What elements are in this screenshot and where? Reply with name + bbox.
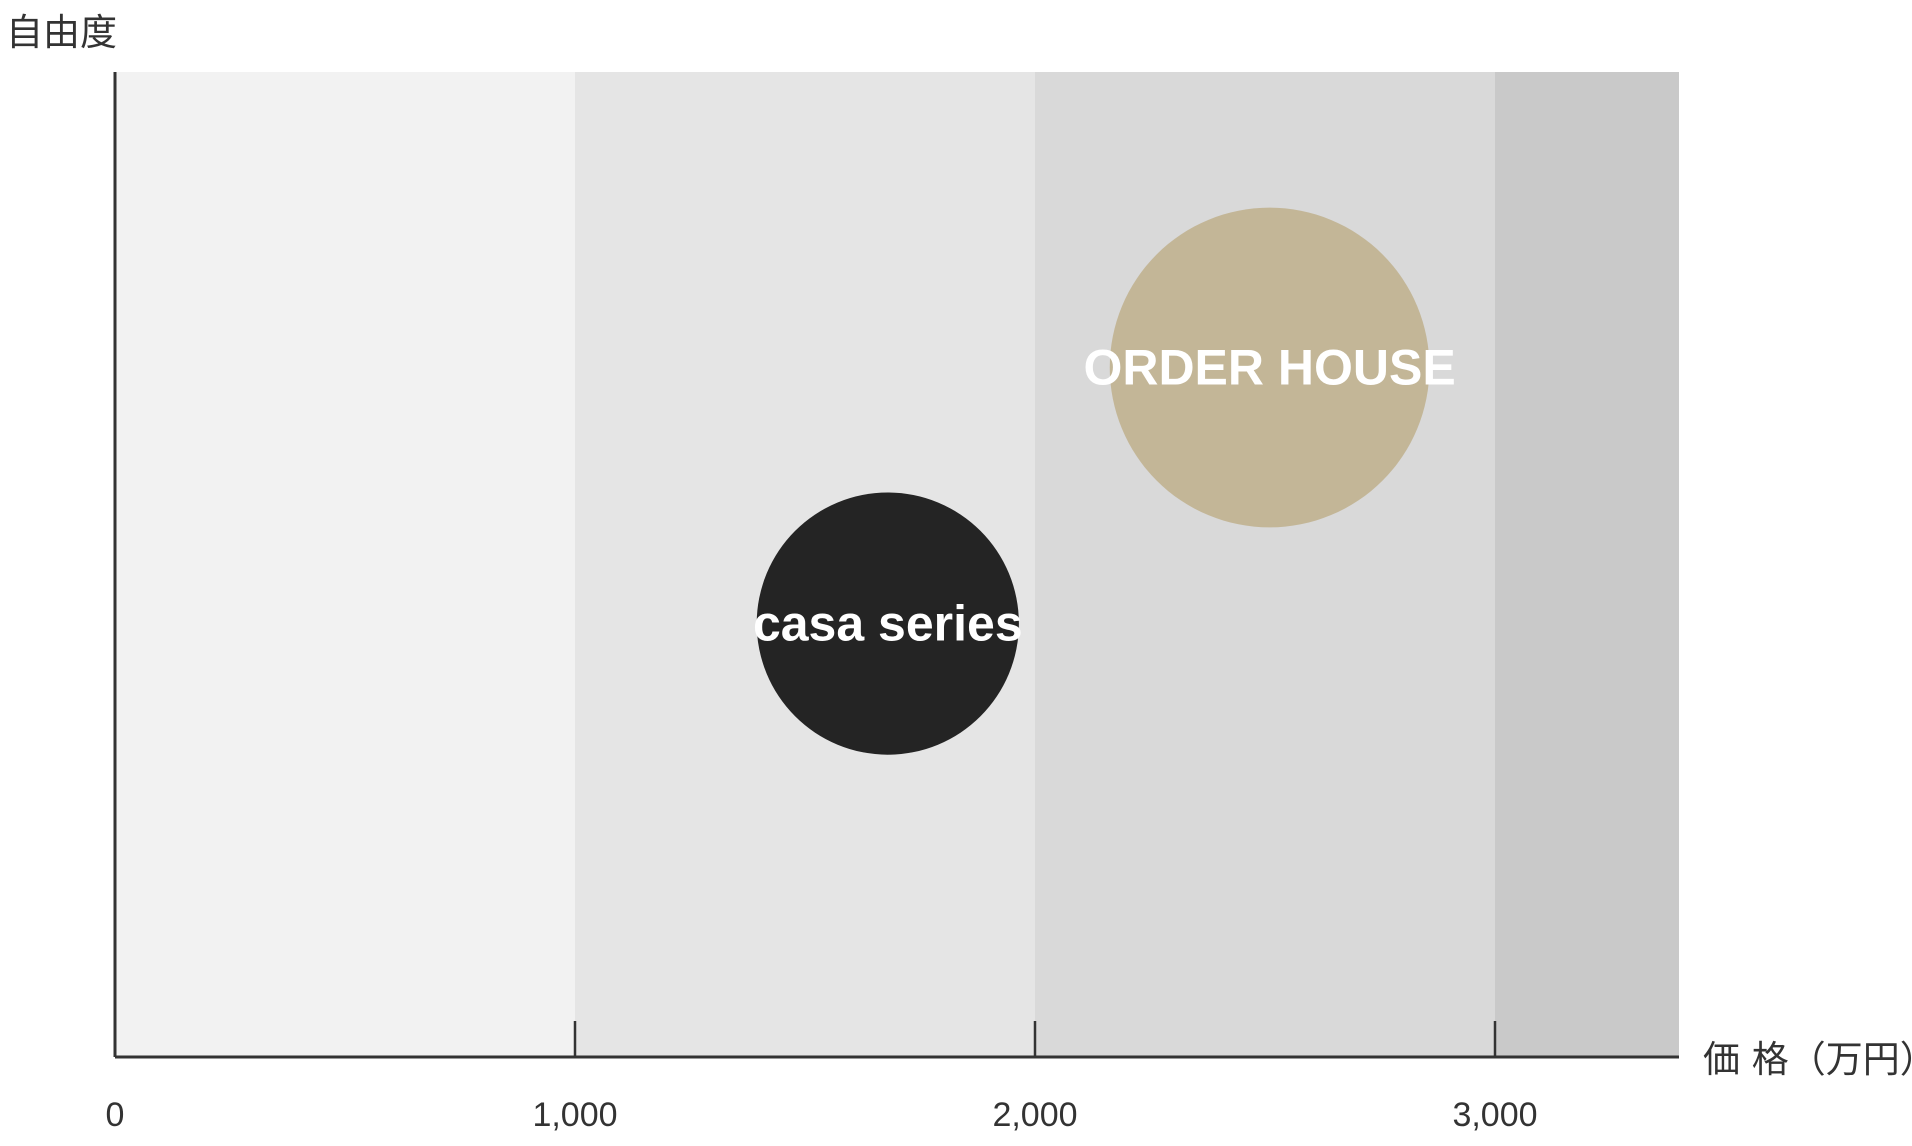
bubble-label-order-house: ORDER HOUSE: [1083, 340, 1455, 396]
axes: [113, 72, 1679, 1059]
x-tick-label-3: 3,000: [1452, 1096, 1537, 1134]
bubble-labels: casa series ORDER HOUSE: [753, 340, 1456, 652]
x-axis-title: 価 格（万円）: [1703, 1038, 1912, 1081]
bubble-casa-series: [756, 492, 1019, 755]
bubbles: [756, 207, 1430, 755]
x-axis-ticks: 0 1,000 2,000 3,000: [106, 1021, 1538, 1134]
bubble-order-house: [1109, 207, 1430, 528]
bubble-label-casa-series: casa series: [753, 596, 1023, 652]
price-band-3: [1495, 72, 1679, 1057]
x-tick-label-0: 0: [106, 1096, 125, 1134]
x-tick-label-2: 2,000: [992, 1096, 1077, 1134]
x-tick-label-1: 1,000: [532, 1096, 617, 1134]
y-axis-title: 自由度: [6, 11, 117, 54]
price-band-0: [115, 72, 575, 1057]
